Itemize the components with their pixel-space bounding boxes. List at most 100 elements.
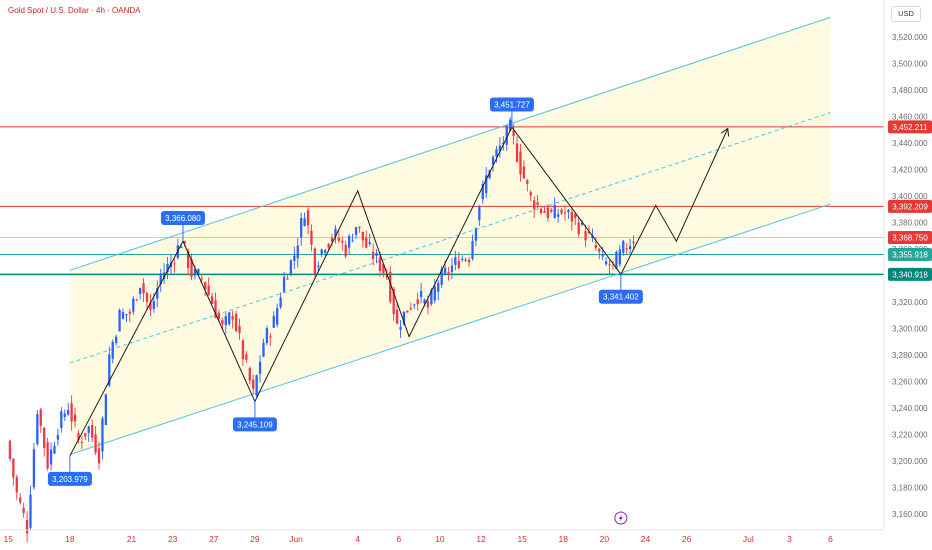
- candle-body: [135, 299, 138, 301]
- candle-body: [553, 205, 556, 218]
- candle: [8, 439, 12, 462]
- candle-body: [611, 261, 615, 263]
- candle: [303, 212, 306, 227]
- candle-body: [245, 354, 248, 360]
- candle-body: [327, 243, 330, 248]
- candle: [46, 437, 49, 471]
- candle: [128, 308, 132, 323]
- candle-body: [173, 263, 176, 265]
- candle-body: [300, 217, 303, 238]
- x-tick-label: 10: [435, 534, 445, 544]
- candle: [622, 239, 625, 256]
- price-callout: 3,341.402: [598, 273, 643, 304]
- candle-body: [443, 267, 447, 274]
- candle: [234, 310, 238, 333]
- candle-body: [152, 301, 155, 309]
- candle: [272, 311, 275, 329]
- candle: [584, 224, 587, 247]
- candle: [608, 260, 611, 274]
- candle-body: [224, 316, 227, 326]
- candle: [19, 492, 22, 505]
- candle-body: [392, 288, 395, 314]
- candle-body: [594, 244, 597, 248]
- candle: [574, 212, 577, 225]
- candle: [389, 266, 392, 304]
- y-tick-label: 3,260.000: [892, 378, 928, 387]
- candle-body: [580, 222, 584, 225]
- candle-body: [145, 293, 149, 303]
- candle-body: [464, 259, 467, 261]
- candle: [125, 313, 128, 323]
- x-tick-label: 18: [559, 534, 569, 544]
- candle-body: [272, 316, 275, 328]
- candle-body: [354, 227, 358, 235]
- y-tick-label: 3,300.000: [892, 325, 928, 334]
- candle-body: [478, 205, 481, 221]
- x-tick-label: 15: [517, 534, 527, 544]
- candle-body: [347, 235, 351, 248]
- candle: [409, 302, 412, 311]
- candle-body: [180, 246, 183, 248]
- symbol-title[interactable]: Gold Spot / U.S. Dollar · 4h · OANDA: [8, 6, 141, 15]
- candle: [135, 298, 138, 301]
- price-callout: 3,451.727: [489, 97, 534, 128]
- candle-body: [80, 442, 84, 444]
- candle-body: [166, 263, 169, 273]
- candle-body: [375, 252, 378, 256]
- candle: [344, 240, 347, 259]
- candle: [145, 291, 149, 311]
- candle: [22, 502, 25, 518]
- candle: [341, 236, 344, 251]
- candle-body: [509, 119, 512, 131]
- candle-body: [306, 210, 310, 226]
- candle-body: [467, 259, 471, 263]
- candle-body: [197, 269, 200, 275]
- lightning-glyph: [618, 514, 623, 522]
- candle-body: [317, 265, 320, 267]
- candle-body: [454, 257, 457, 265]
- candle: [56, 428, 60, 446]
- candle-body: [73, 414, 77, 422]
- candle: [454, 250, 457, 271]
- candle-body: [461, 258, 464, 261]
- candle-body: [557, 214, 560, 217]
- candle-body: [515, 143, 519, 162]
- candle: [515, 136, 519, 163]
- currency-badge[interactable]: USD: [891, 6, 921, 22]
- candle: [241, 339, 245, 366]
- candle: [587, 225, 591, 235]
- candle: [457, 251, 460, 270]
- candle: [447, 267, 450, 281]
- level-tag-box: [888, 120, 932, 134]
- candle-body: [570, 212, 574, 222]
- x-tick-label: 6: [828, 534, 833, 544]
- candle-body: [36, 414, 39, 444]
- x-tick-label: 18: [65, 534, 75, 544]
- candle: [245, 351, 248, 363]
- candle-body: [238, 325, 241, 334]
- level-price-tag: 3,452.211: [888, 120, 932, 134]
- candle-body: [91, 425, 94, 438]
- candle-body: [149, 302, 152, 310]
- candle: [464, 257, 467, 262]
- candle: [70, 395, 73, 431]
- candle: [97, 441, 101, 470]
- candle-body: [279, 297, 282, 308]
- candle: [491, 155, 495, 172]
- candle-body: [324, 250, 327, 253]
- candle-body: [450, 265, 454, 272]
- level-tag-box: [888, 248, 932, 262]
- candle-body: [183, 241, 186, 244]
- level-price-tag: 3,368.750: [888, 231, 932, 245]
- candle: [94, 426, 97, 456]
- candle: [382, 263, 385, 278]
- candle: [557, 209, 560, 223]
- candle: [594, 237, 597, 251]
- candle-body: [255, 375, 258, 396]
- level-tag-label: 3,452.211: [893, 123, 929, 132]
- candle-body: [625, 248, 628, 250]
- candle-body: [43, 427, 46, 448]
- candle: [49, 442, 53, 471]
- candle: [200, 274, 203, 284]
